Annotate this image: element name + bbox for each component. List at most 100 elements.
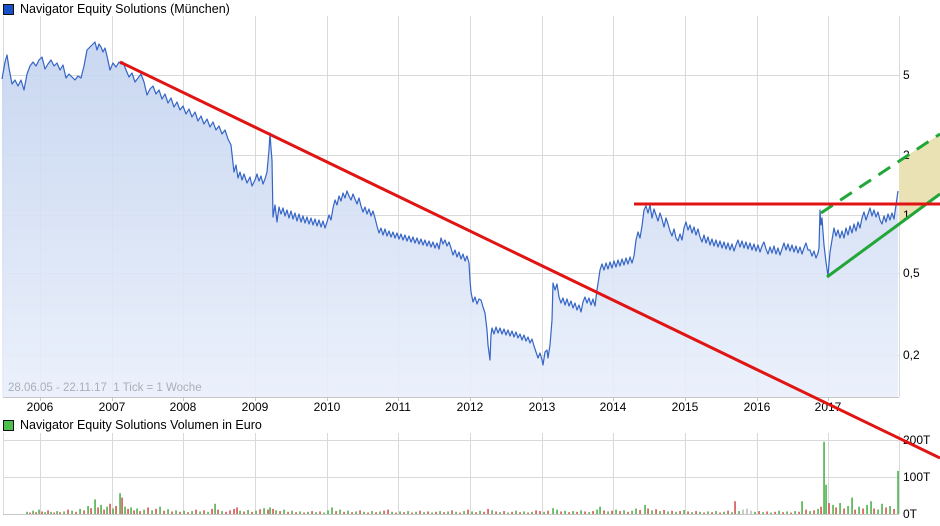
volume-bar xyxy=(851,497,853,514)
volume-bar xyxy=(547,510,549,514)
volume-bar xyxy=(225,511,227,514)
price-chart-legend: Navigator Equity Solutions (München) xyxy=(3,2,230,16)
volume-bar xyxy=(742,509,744,514)
volume-bar xyxy=(291,510,293,514)
volume-chart-title: Navigator Equity Solutions Volumen in Eu… xyxy=(20,418,262,432)
volume-bar xyxy=(283,509,285,514)
price-axis-label: 0,5 xyxy=(903,266,920,280)
volume-bar xyxy=(155,508,157,514)
volume-bar xyxy=(644,504,646,514)
volume-bar xyxy=(766,511,768,514)
volume-bar xyxy=(411,512,413,514)
volume-bar xyxy=(29,512,31,514)
volume-bar xyxy=(750,510,752,514)
volume-bar xyxy=(588,512,590,514)
volume-axis-label: 200T xyxy=(903,433,931,447)
volume-bar xyxy=(507,512,509,514)
volume-bar xyxy=(459,512,461,514)
volume-bar xyxy=(97,507,99,514)
volume-bar xyxy=(889,505,891,514)
volume-bar xyxy=(663,509,665,514)
volume-bar xyxy=(50,511,52,514)
volume-bar xyxy=(32,510,34,514)
x-axis-year-label: 2010 xyxy=(314,400,341,414)
volume-bar xyxy=(387,509,389,514)
volume-bar xyxy=(683,509,685,514)
volume-bar xyxy=(828,503,830,514)
volume-bar xyxy=(825,484,827,514)
volume-bar xyxy=(59,512,61,514)
volume-bar xyxy=(858,506,860,514)
volume-bar xyxy=(778,510,780,514)
volume-bar xyxy=(801,501,803,514)
volume-bar xyxy=(217,509,219,514)
volume-bar xyxy=(67,509,69,514)
volume-bar xyxy=(103,509,105,514)
volume-bar xyxy=(631,510,633,514)
volume-bar xyxy=(130,507,132,514)
volume-bar xyxy=(531,511,533,514)
volume-bar xyxy=(839,503,841,514)
volume-bar xyxy=(163,510,165,514)
volume-bar xyxy=(611,510,613,514)
volume-bar xyxy=(762,512,764,514)
volume-bar xyxy=(523,511,525,514)
volume-bar xyxy=(367,512,369,514)
volume-bar xyxy=(267,509,269,514)
volume-bar xyxy=(187,512,189,514)
volume-bar xyxy=(885,507,887,514)
volume-bar xyxy=(719,512,721,514)
x-axis-year-label: 2011 xyxy=(385,400,411,414)
x-axis-year-label: 2017 xyxy=(815,400,842,414)
volume-bar xyxy=(371,511,373,514)
volume-bar xyxy=(159,506,161,514)
x-axis-year-label: 2015 xyxy=(672,400,699,414)
volume-bar xyxy=(119,493,121,514)
volume-bar xyxy=(687,511,689,514)
volume-bar xyxy=(251,511,253,514)
volume-bar xyxy=(877,509,879,514)
volume-bar xyxy=(691,512,693,514)
volume-bar xyxy=(758,511,760,514)
volume-bar xyxy=(475,512,477,514)
volume-bar xyxy=(323,512,325,514)
volume-bar xyxy=(399,511,401,514)
volume-bar xyxy=(809,511,811,514)
price-axis-label: 5 xyxy=(903,68,910,82)
volume-bar xyxy=(299,511,301,514)
volume-bar xyxy=(847,505,849,514)
volume-bar xyxy=(243,511,245,514)
volume-bar xyxy=(439,511,441,514)
volume-bar xyxy=(659,511,661,514)
volume-bar xyxy=(319,511,321,514)
volume-bar xyxy=(195,509,197,514)
volume-bar xyxy=(71,510,73,514)
volume-bar xyxy=(295,512,297,514)
volume-bar xyxy=(703,512,705,514)
volume-bar xyxy=(635,508,637,514)
volume-bar xyxy=(447,511,449,514)
volume-bar xyxy=(596,509,598,514)
volume-bar xyxy=(699,511,701,514)
volume-bar xyxy=(63,511,65,514)
volume-bar xyxy=(580,510,582,514)
period-and-tick-label: 28.06.05 - 22.11.17 1 Tick = 1 Woche xyxy=(8,382,202,394)
volume-bar xyxy=(403,512,405,514)
volume-bar xyxy=(347,510,349,514)
volume-bar xyxy=(415,511,417,514)
volume-bar xyxy=(471,511,473,514)
volume-bar xyxy=(214,503,216,514)
volume-bar xyxy=(782,512,784,514)
volume-bar xyxy=(272,508,274,514)
volume-bar xyxy=(607,511,609,514)
volume-bar xyxy=(832,504,834,514)
volume-bar xyxy=(870,501,872,514)
volume-bar xyxy=(275,510,277,514)
volume-bar xyxy=(151,510,153,514)
volume-bar xyxy=(715,511,717,514)
volume-bar xyxy=(263,508,265,514)
volume-series-swatch-icon xyxy=(3,419,14,431)
volume-bar xyxy=(35,512,37,514)
price-line-series xyxy=(1,41,899,366)
volume-bar xyxy=(94,499,96,514)
